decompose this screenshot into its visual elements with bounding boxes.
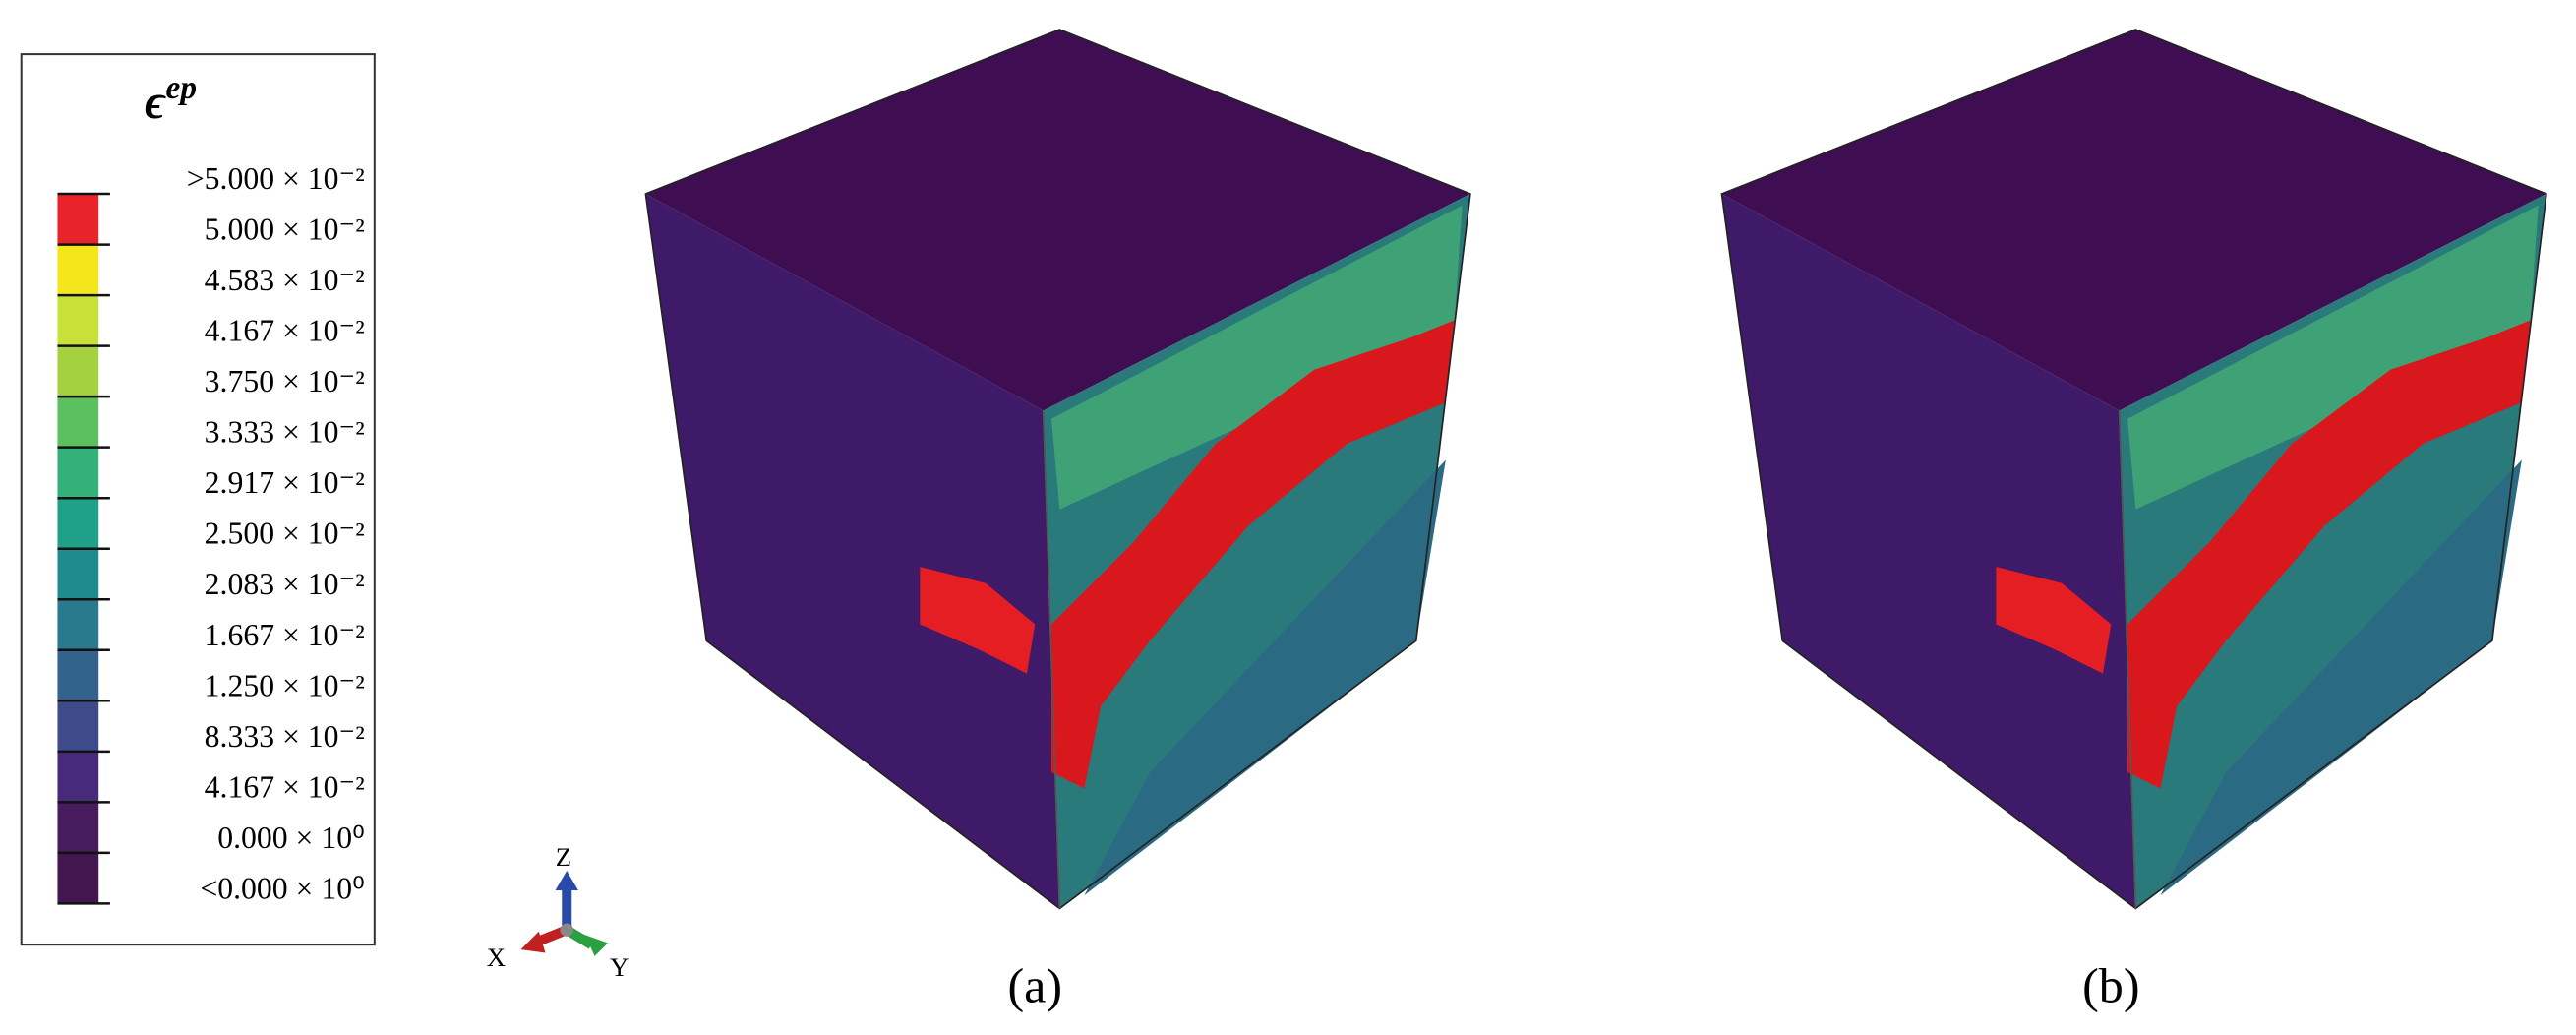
legend-band	[57, 244, 99, 296]
cube-right-upper	[2127, 205, 2539, 510]
legend-band	[57, 345, 99, 397]
red-blob	[1996, 567, 2112, 674]
panel-caption: (b)	[2082, 958, 2139, 1013]
legend-label: 4.167 × 10⁻²	[205, 314, 365, 348]
legend-band	[57, 548, 99, 600]
x-arrow-head	[520, 931, 546, 953]
z-label: Z	[556, 842, 571, 872]
cube: (a)	[644, 29, 1471, 1013]
cubes: (a) (b)	[644, 29, 2547, 1013]
legend-label: 2.917 × 10⁻²	[205, 465, 365, 500]
legend-label: 2.500 × 10⁻²	[205, 517, 365, 551]
cube-edge	[2118, 410, 2137, 909]
red-blob	[920, 567, 1036, 674]
legend-band	[57, 599, 99, 650]
legend-band	[57, 447, 99, 499]
legend-band	[57, 802, 99, 853]
legend-label: 4.167 × 10⁻²	[205, 769, 365, 804]
legend-superscript: ep	[166, 70, 198, 106]
legend: >5.000 × 10⁻² 5.000 × 10⁻² 4.583 × 10⁻² 4.1…	[57, 161, 365, 905]
y-label: Y	[610, 952, 629, 982]
z-arrow-head	[555, 871, 578, 891]
cube-left	[645, 194, 1060, 909]
cube-left	[1721, 194, 2136, 909]
legend-label: <0.000 × 10⁰	[200, 871, 364, 905]
cube-right-upper	[1050, 205, 1463, 510]
legend-label: >5.000 × 10⁻²	[187, 161, 365, 196]
legend-label: 3.333 × 10⁻²	[205, 415, 365, 450]
legend-band	[57, 498, 99, 549]
legend-label: 5.000 × 10⁻²	[205, 213, 365, 247]
legend-band	[57, 194, 99, 245]
legend-label: 8.333 × 10⁻²	[205, 719, 365, 754]
legend-label: 2.083 × 10⁻²	[205, 567, 365, 601]
cube-outline	[644, 29, 1471, 910]
legend-band	[57, 751, 99, 803]
red-band	[1050, 320, 1455, 789]
legend-band	[57, 852, 99, 904]
cube: (b)	[1720, 29, 2547, 1013]
panel-caption: (a)	[1007, 958, 1062, 1013]
legend-band	[57, 396, 99, 448]
legend-label: 1.250 × 10⁻²	[205, 668, 365, 702]
y-arrow-head	[584, 935, 609, 956]
triad-origin	[560, 923, 573, 937]
legend-label: 3.750 × 10⁻²	[205, 364, 365, 398]
cube-top	[1721, 30, 2546, 411]
legend-label: 4.583 × 10⁻²	[205, 263, 365, 297]
legend-label: 0.000 × 10⁰	[217, 821, 365, 855]
legend-band	[57, 700, 99, 752]
cube-top	[645, 30, 1470, 411]
cube-right-lower	[1084, 459, 1446, 896]
legend-band	[57, 649, 99, 701]
cube-outline	[1720, 29, 2547, 910]
cube-right-lower	[2160, 459, 2522, 896]
legend-label: 1.667 × 10⁻²	[205, 618, 365, 652]
legend-title: ϵep	[145, 70, 197, 129]
cube-edge	[1042, 410, 1061, 909]
legend-symbol: ϵ	[145, 74, 166, 129]
red-band	[2127, 320, 2531, 789]
axis-triad: Z X Y	[487, 842, 629, 982]
x-label: X	[487, 943, 506, 972]
legend-band	[57, 295, 99, 346]
